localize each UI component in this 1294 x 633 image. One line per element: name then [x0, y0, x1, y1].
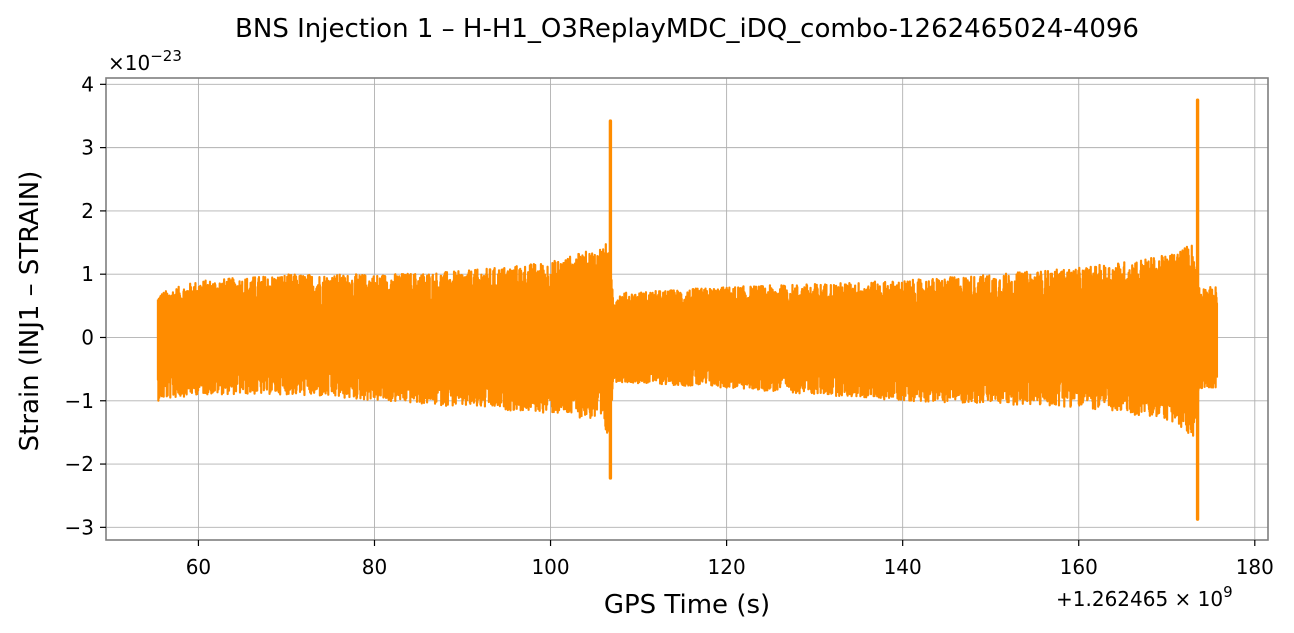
x-tick-label: 100: [531, 555, 569, 579]
x-tick-label: 160: [1060, 555, 1098, 579]
y-tick-label: 2: [81, 199, 94, 223]
x-axis-label: GPS Time (s): [604, 590, 770, 620]
y-tick-label: −3: [65, 515, 94, 539]
x-offset-exponent: 9: [1223, 583, 1233, 601]
chart-title: BNS Injection 1 – H-H1_O3ReplayMDC_iDQ_c…: [235, 14, 1139, 44]
y-tick-label: −2: [65, 452, 94, 476]
x-tick-label: 60: [186, 555, 211, 579]
y-tick-label: 0: [81, 325, 94, 349]
x-offset-label: +1.262465 × 109: [1056, 583, 1233, 611]
strain-series-line: [156, 243, 1219, 437]
x-tick-label: 120: [708, 555, 746, 579]
axes-frame: [105, 77, 1269, 541]
plot-area: [156, 98, 1219, 521]
y-axis-label: Strain (INJ1 – STRAIN): [15, 171, 45, 452]
y-tick-label: −1: [65, 389, 94, 413]
y-tick-label: 3: [81, 136, 94, 160]
x-tick-label: 80: [362, 555, 387, 579]
x-tick-label: 180: [1236, 555, 1274, 579]
x-tick-label: 140: [884, 555, 922, 579]
y-scale-exponent: −23: [150, 47, 182, 65]
y-tick-label: 4: [81, 72, 94, 96]
y-axis-ticks: −3 −2 −1 0 1 2 3 4: [65, 72, 106, 539]
y-scale-label: ×10−23: [108, 47, 182, 75]
y-tick-label: 1: [81, 262, 94, 286]
x-axis-ticks: 60 80 100 120 140 160 180: [186, 540, 1274, 579]
